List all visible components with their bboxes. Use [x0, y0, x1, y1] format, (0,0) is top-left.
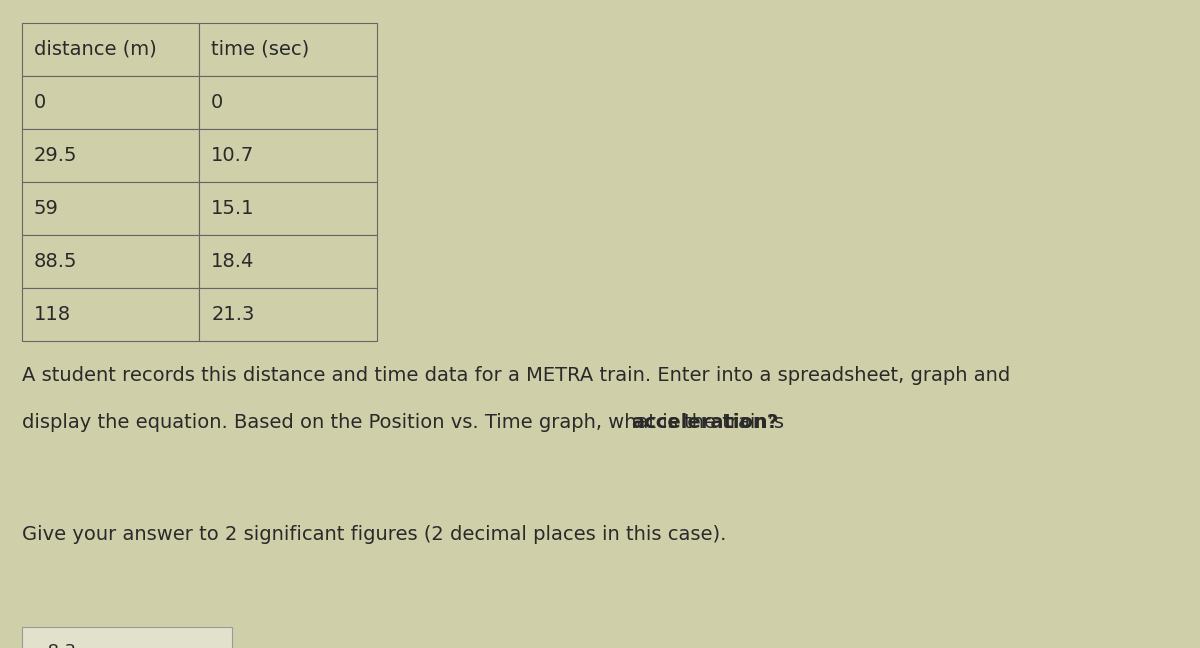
Text: • 8.3: • 8.3	[31, 643, 77, 648]
Bar	[22, 627, 232, 648]
Text: 88.5: 88.5	[34, 252, 77, 272]
Text: 18.4: 18.4	[211, 252, 254, 272]
Text: A student records this distance and time data for a METRA train. Enter into a sp: A student records this distance and time…	[22, 366, 1010, 385]
Bar	[199, 76, 377, 129]
Text: 21.3: 21.3	[211, 305, 254, 325]
Text: distance (m): distance (m)	[34, 40, 156, 59]
Bar	[199, 235, 377, 288]
Text: 59: 59	[34, 199, 59, 218]
Text: 0: 0	[34, 93, 46, 112]
Text: 10.7: 10.7	[211, 146, 254, 165]
Text: 0: 0	[211, 93, 223, 112]
Text: Give your answer to 2 significant figures (2 decimal places in this case).: Give your answer to 2 significant figure…	[22, 525, 726, 544]
Text: 118: 118	[34, 305, 71, 325]
Bar	[199, 129, 377, 182]
Bar	[199, 182, 377, 235]
Text: time (sec): time (sec)	[211, 40, 310, 59]
Bar	[22, 288, 199, 341]
Text: 29.5: 29.5	[34, 146, 77, 165]
Bar	[22, 182, 199, 235]
Text: acceleration?: acceleration?	[631, 413, 779, 432]
Bar	[22, 76, 199, 129]
Bar	[199, 288, 377, 341]
Bar	[199, 23, 377, 76]
Text: display the equation. Based on the Position vs. Time graph, what is the train’s: display the equation. Based on the Posit…	[22, 413, 790, 432]
Text: 15.1: 15.1	[211, 199, 254, 218]
Bar	[22, 235, 199, 288]
Bar	[22, 129, 199, 182]
Bar	[22, 23, 199, 76]
